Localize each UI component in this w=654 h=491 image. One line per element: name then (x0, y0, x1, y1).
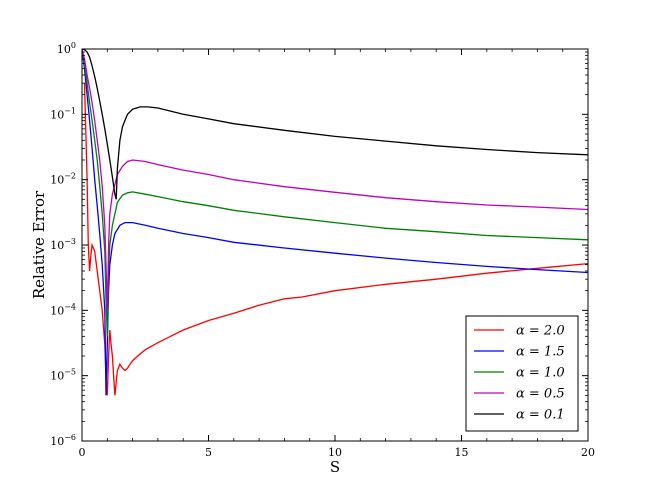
x-tick-label: 0 (79, 446, 86, 459)
x-tick-label: 20 (581, 446, 595, 459)
y-tick-label: 10−4 (50, 302, 76, 317)
y-tick-label: 10−6 (50, 433, 76, 448)
plot-lines (82, 49, 588, 396)
legend-label: α = 2.0 (516, 324, 565, 339)
legend: α = 2.0 α = 1.5 α = 1.0 α = 0.5 α = 0.1 (465, 315, 579, 432)
y-tick-label: 10−3 (50, 237, 76, 252)
series-line-2 (82, 49, 588, 337)
legend-label: α = 0.5 (516, 387, 565, 402)
series-line-0 (83, 83, 588, 396)
y-tick-label: 100 (57, 41, 76, 56)
legend-box (465, 315, 579, 432)
y-axis-title: Relative Error (30, 190, 48, 299)
x-tick-label: 5 (205, 446, 212, 459)
y-tick-label: 10−1 (50, 106, 76, 121)
y-tick-label: 10−5 (50, 368, 76, 383)
legend-label: α = 1.0 (516, 366, 565, 381)
y-axis-ticks: 10−6 10−5 10−4 10−3 10−2 10−1 100 (50, 41, 588, 448)
series-line-1 (82, 49, 588, 396)
x-tick-label: 15 (455, 446, 469, 459)
y-tick-label: 10−2 (50, 172, 76, 187)
legend-label: α = 0.1 (516, 408, 565, 423)
x-axis-title: S (330, 458, 340, 476)
series-line-4 (82, 49, 588, 200)
legend-label: α = 1.5 (516, 345, 565, 360)
x-tick-label: 10 (328, 446, 342, 459)
